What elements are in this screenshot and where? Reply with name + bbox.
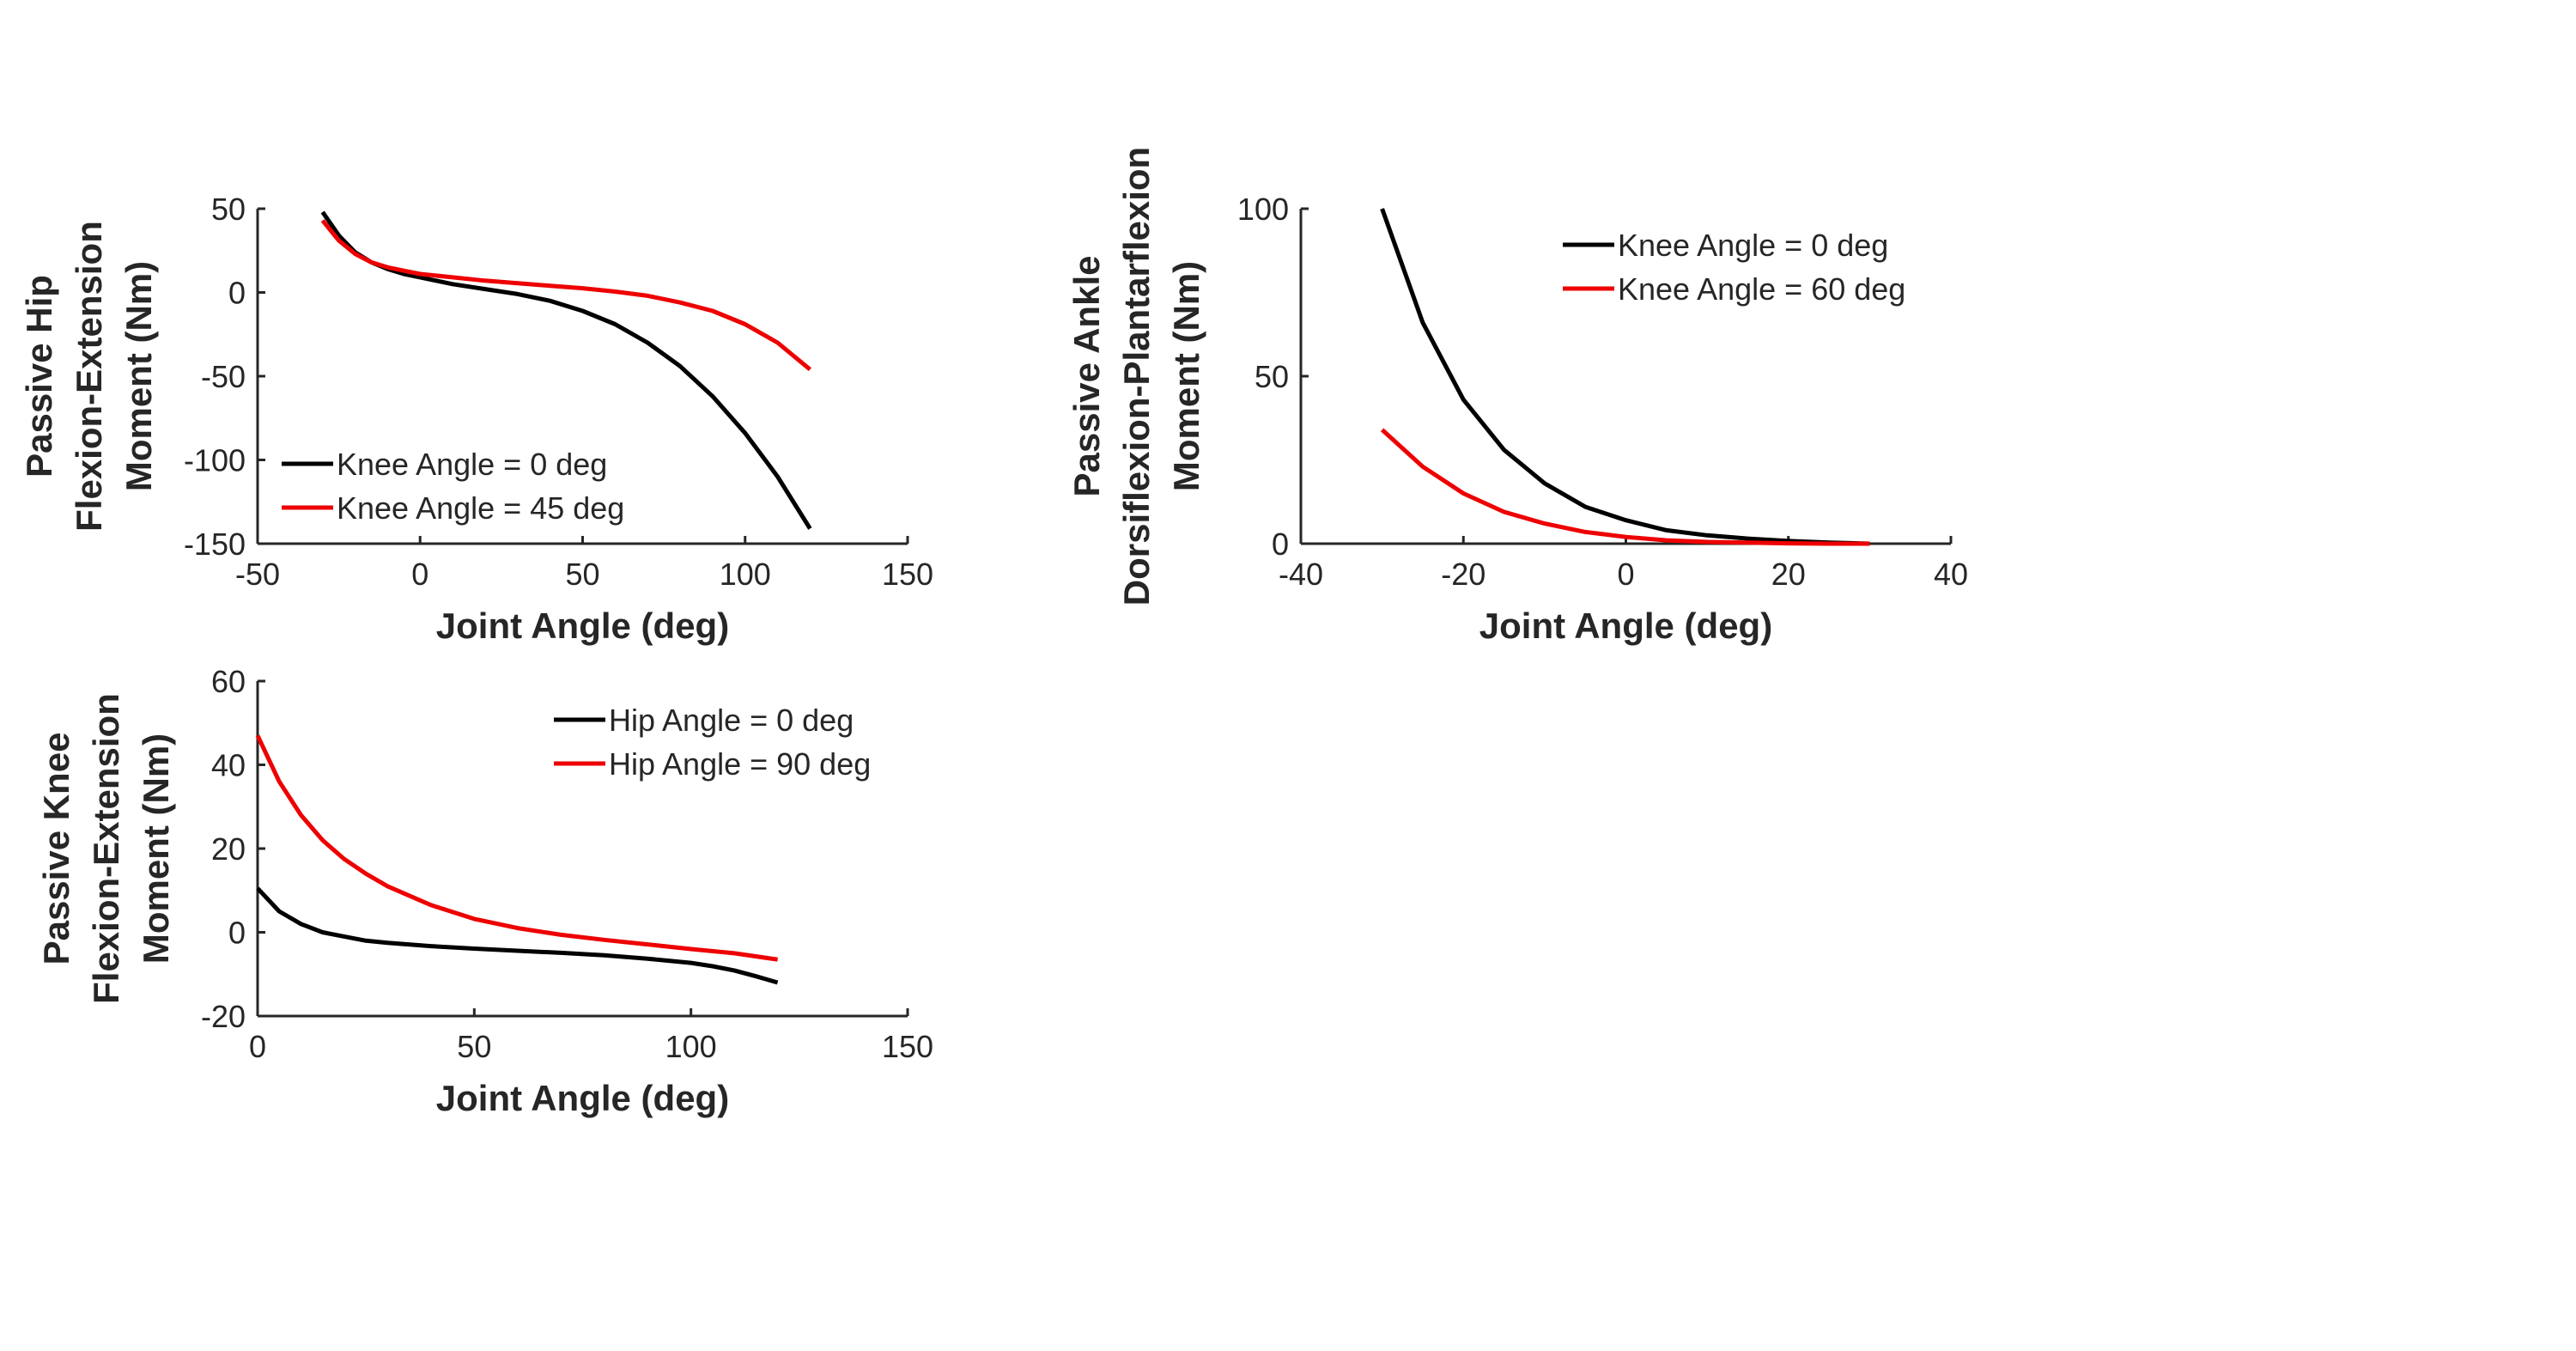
- hip-x-tick-label: 150: [882, 557, 933, 592]
- ankle-chart: -40 -20 0 20 40 0 50 100 Joint Angle (deg) Passiv…: [1066, 147, 1968, 646]
- hip-x-tick-label: 50: [565, 557, 599, 592]
- hip-chart: -50 0 50 100 150 -150 -100 -50 0 50 Joint Angle (d…: [19, 192, 933, 646]
- ankle-series-line-1: [1380, 428, 1870, 546]
- knee-x-axis-label: Joint Angle (deg): [436, 1078, 729, 1118]
- hip-y-axis-label-line: Flexion-Extension: [69, 221, 109, 532]
- hip-y-axis-label-line: Passive Hip: [19, 275, 59, 478]
- knee-x-tick-label: 100: [665, 1029, 717, 1064]
- hip-y-tick-label: -150: [184, 526, 246, 562]
- ankle-series-line-0: [1380, 208, 1870, 546]
- hip-y-axis-label-line: Moment (Nm): [118, 261, 159, 491]
- ankle-x-tick-label: 40: [1934, 557, 1968, 592]
- hip-legend-label: Knee Angle = 45 deg: [337, 490, 624, 526]
- knee-x-tick-label: 0: [249, 1029, 266, 1064]
- ankle-legend-label: Knee Angle = 60 deg: [1618, 271, 1905, 307]
- knee-x-tick-label: 150: [882, 1029, 933, 1064]
- ankle-y-tick-label: 50: [1255, 359, 1289, 394]
- hip-y-tick-label: -50: [201, 359, 246, 394]
- hip-legend-label: Knee Angle = 0 deg: [337, 447, 607, 482]
- hip-x-axis-label: Joint Angle (deg): [436, 606, 729, 646]
- ankle-y-tick-label: 100: [1237, 192, 1289, 227]
- knee-y-axis-label-line: Moment (Nm): [136, 733, 176, 964]
- ankle-x-axis-label: Joint Angle (deg): [1479, 606, 1772, 646]
- knee-y-tick-label: 0: [228, 916, 246, 951]
- knee-legend-label: Hip Angle = 90 deg: [609, 746, 871, 782]
- knee-y-axis-label-line: Flexion-Extension: [86, 693, 126, 1004]
- knee-y-tick-label: 60: [211, 664, 246, 699]
- hip-y-tick-label: 0: [228, 276, 246, 311]
- hip-x-tick-label: -50: [235, 557, 280, 592]
- hip-series-line-1: [320, 219, 811, 372]
- knee-series-line-1: [255, 734, 778, 962]
- knee-y-axis-label-line: Passive Knee: [36, 733, 76, 965]
- ankle-y-axis-label-line: Moment (Nm): [1166, 261, 1206, 491]
- ankle-y-axis-label-line: Dorsiflexion-Plantarflexion: [1116, 147, 1157, 606]
- ankle-y-tick-label: 0: [1272, 526, 1289, 562]
- knee-y-tick-label: -20: [201, 999, 246, 1034]
- ankle-x-tick-label: 0: [1617, 557, 1634, 592]
- knee-legend-label: Hip Angle = 0 deg: [609, 703, 854, 738]
- ankle-x-tick-label: 20: [1771, 557, 1806, 592]
- ankle-legend-label: Knee Angle = 0 deg: [1618, 228, 1888, 263]
- hip-y-tick-label: -100: [184, 443, 246, 478]
- hip-x-tick-label: 100: [720, 557, 771, 592]
- knee-series-line-0: [256, 886, 779, 985]
- knee-x-tick-label: 50: [457, 1029, 491, 1064]
- hip-x-tick-label: 0: [411, 557, 428, 592]
- knee-y-tick-label: 20: [211, 831, 246, 867]
- ankle-x-tick-label: -40: [1279, 557, 1323, 592]
- ankle-y-axis-label-line: Passive Ankle: [1066, 256, 1107, 497]
- hip-y-tick-label: 50: [211, 192, 246, 227]
- knee-y-tick-label: 40: [211, 748, 246, 783]
- ankle-x-tick-label: -20: [1441, 557, 1485, 592]
